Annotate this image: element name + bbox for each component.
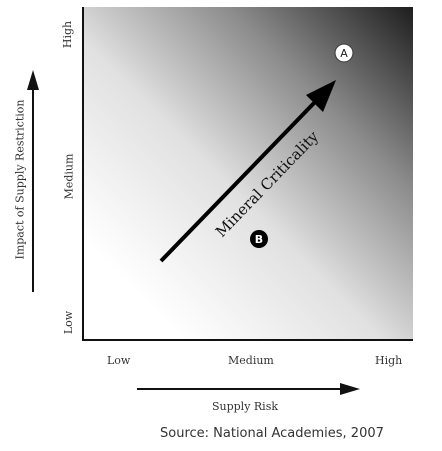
x-tick-medium: Medium <box>228 354 274 367</box>
marker-a: A <box>334 43 354 63</box>
x-axis-label: Supply Risk <box>211 400 279 413</box>
criticality-label: Mineral Criticality <box>212 127 323 241</box>
source-caption: Source: National Academies, 2007 <box>160 426 384 441</box>
criticality-arrow <box>159 80 336 263</box>
x-tick-high: High <box>375 354 403 367</box>
x-tick-low: Low <box>107 354 131 367</box>
marker-b: B <box>250 230 268 248</box>
marker-a-label: A <box>340 47 348 60</box>
marker-b-label: B <box>255 233 263 246</box>
y-axis-arrow <box>27 70 39 292</box>
x-axis-arrow <box>137 383 360 395</box>
